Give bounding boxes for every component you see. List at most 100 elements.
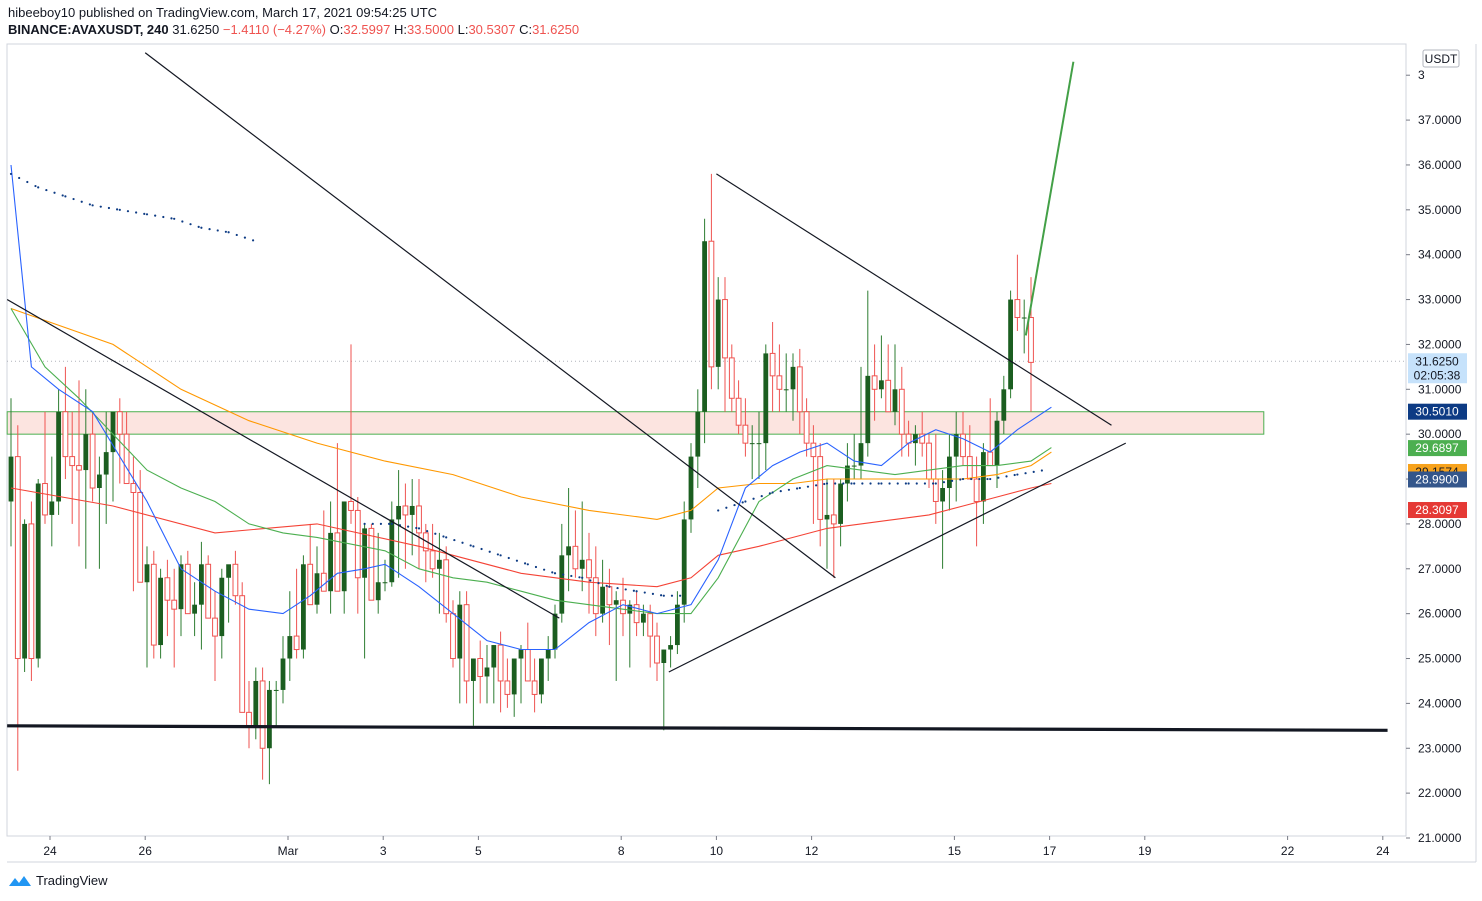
- psar-dot: [997, 476, 1000, 479]
- candle-body: [504, 680, 511, 695]
- candle-body: [681, 519, 687, 605]
- candle-body: [647, 613, 654, 637]
- candle-body: [783, 389, 789, 391]
- psar-dot: [942, 481, 946, 484]
- psar-dot: [959, 478, 962, 481]
- psar-dot: [861, 482, 864, 485]
- psar-dot: [578, 576, 581, 579]
- psar-dot: [173, 217, 176, 220]
- brand-label: TradingView: [36, 873, 108, 888]
- candle: [518, 645, 524, 704]
- candle-body: [966, 456, 973, 480]
- x-tick-label: 26: [139, 844, 153, 858]
- candle-body: [246, 711, 252, 727]
- last-price: 31.6250: [172, 22, 220, 37]
- candle: [212, 591, 218, 681]
- currency-label: USDT: [1425, 52, 1458, 66]
- symbol-name[interactable]: BINANCE:AVAXUSDT, 240: [8, 22, 169, 37]
- candle-body: [695, 411, 701, 457]
- trendline: [7, 724, 1388, 732]
- candle-body: [130, 483, 137, 494]
- candle: [769, 321, 776, 412]
- candle: [898, 366, 905, 457]
- psar-dot: [616, 586, 619, 590]
- psar-dot: [499, 554, 502, 557]
- candle-body: [192, 604, 197, 614]
- candle: [199, 541, 204, 650]
- candle-body: [1021, 317, 1027, 319]
- psar-dot: [480, 547, 483, 551]
- candle: [42, 411, 48, 524]
- candle: [35, 479, 41, 668]
- candle-body: [402, 505, 409, 516]
- candle-body: [702, 241, 707, 412]
- candle-body: [620, 599, 626, 615]
- candle: [647, 604, 654, 668]
- candle-body: [307, 563, 314, 606]
- candle-body: [559, 555, 565, 614]
- y-tick-label: 22.0000: [1418, 786, 1462, 800]
- psar-dot: [189, 223, 192, 226]
- y-tick-label: 24.0000: [1418, 696, 1462, 710]
- psar-dot: [461, 541, 464, 544]
- candle: [69, 411, 76, 524]
- psar-dot: [850, 482, 853, 485]
- candle: [688, 443, 694, 533]
- candle: [137, 470, 144, 583]
- plot-area: [7, 52, 1388, 785]
- psar-dot: [135, 211, 138, 214]
- psar-dot: [659, 594, 663, 597]
- candle: [8, 398, 14, 547]
- candle: [715, 277, 721, 390]
- candle-body: [144, 564, 150, 583]
- psar-dot: [515, 559, 519, 562]
- candle-body: [259, 680, 266, 749]
- candle-body: [368, 527, 375, 601]
- psar-dot: [434, 532, 437, 535]
- candle-body: [22, 523, 27, 659]
- candle-body: [437, 559, 442, 569]
- x-tick-label: 3: [380, 844, 387, 858]
- psar-dot: [251, 239, 255, 242]
- candle: [205, 555, 212, 619]
- candle-body: [511, 658, 517, 695]
- candle-body: [463, 604, 470, 682]
- low-label: L:: [457, 22, 469, 37]
- psar-dot: [243, 236, 247, 239]
- candle-body: [457, 604, 463, 659]
- psar-dot: [1013, 473, 1016, 477]
- candle: [953, 411, 959, 502]
- candle-body: [973, 478, 980, 502]
- candle: [633, 591, 640, 637]
- candle: [443, 546, 450, 623]
- candle: [817, 443, 824, 547]
- x-tick-label: 17: [1043, 844, 1057, 858]
- candle-body: [531, 680, 538, 695]
- psar-dot: [752, 497, 755, 500]
- psar-dot: [589, 579, 592, 582]
- candle: [409, 479, 415, 556]
- candle: [22, 519, 27, 672]
- candle: [620, 577, 626, 637]
- price-badge-value: 28.3097: [1415, 503, 1459, 517]
- candle: [246, 680, 252, 749]
- tradingview-branding[interactable]: TradingView: [8, 873, 108, 888]
- candle-body: [932, 478, 939, 502]
- candle-body: [675, 604, 680, 646]
- candle-body: [497, 644, 504, 682]
- candle: [320, 510, 327, 592]
- candle: [742, 398, 749, 457]
- candle: [661, 649, 667, 731]
- candle-body: [164, 577, 171, 601]
- psar-dot: [407, 525, 410, 528]
- psar-dot: [798, 486, 801, 490]
- candle-body: [742, 424, 749, 444]
- candle-body: [389, 519, 395, 583]
- plot-frame: [6, 43, 1407, 837]
- psar-dot: [469, 544, 472, 547]
- psar-dot: [553, 572, 557, 575]
- psar-dot: [107, 206, 111, 210]
- candle: [110, 411, 116, 502]
- candle-body: [76, 465, 82, 471]
